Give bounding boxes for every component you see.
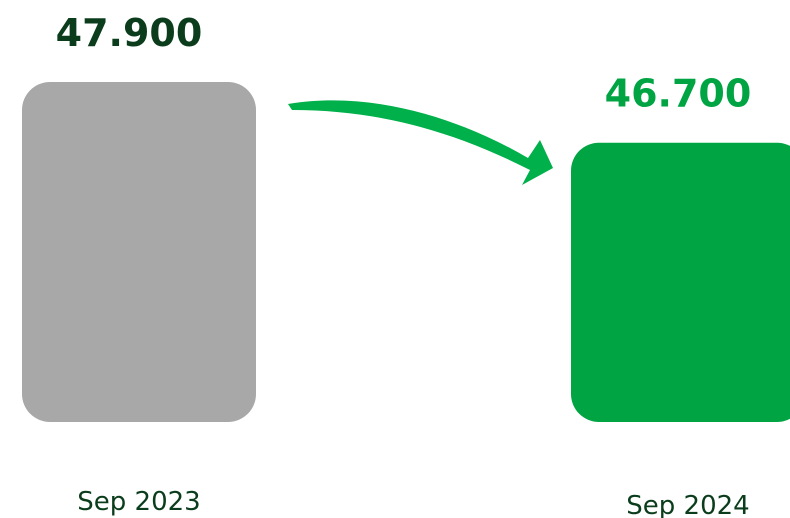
bar-sep-2023 bbox=[22, 82, 256, 422]
trend-arrow bbox=[288, 100, 553, 185]
curved-arrow-icon bbox=[288, 100, 553, 185]
tick-label-sep-2023: Sep 2023 bbox=[77, 487, 200, 517]
tick-label-sep-2024: Sep 2024 bbox=[626, 491, 749, 518]
bars-layer bbox=[22, 82, 790, 422]
data-label-sep-2023: 47.900 bbox=[56, 11, 203, 55]
labels-layer: 47.900 Sep 2023 46.700 Sep 2024 bbox=[56, 11, 752, 518]
bar-sep-2024 bbox=[571, 142, 790, 422]
data-label-sep-2024: 46.700 bbox=[605, 72, 752, 116]
